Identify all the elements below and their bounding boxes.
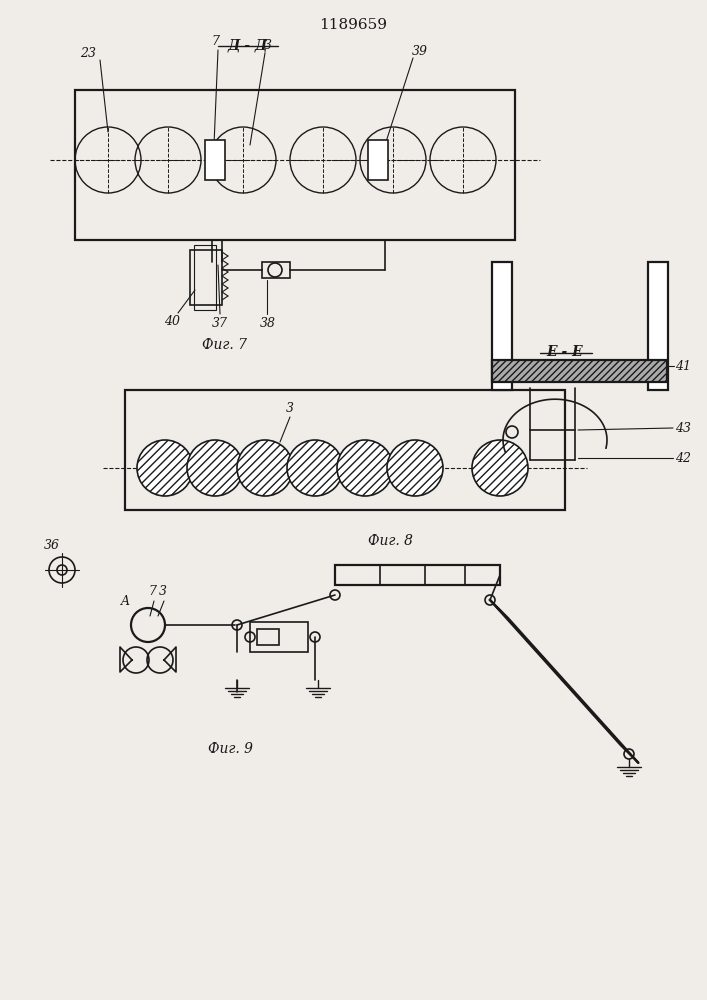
Circle shape — [472, 440, 528, 496]
Bar — [250, 622, 308, 652]
Bar — [262, 262, 290, 278]
Bar — [194, 245, 216, 310]
Text: Фиг. 9: Фиг. 9 — [207, 742, 252, 756]
Bar — [335, 565, 500, 585]
Text: 3: 3 — [264, 39, 272, 52]
Bar — [492, 360, 667, 382]
Bar — [75, 90, 515, 240]
Text: 36: 36 — [44, 539, 60, 552]
Circle shape — [137, 440, 193, 496]
Text: A: A — [120, 595, 129, 608]
Text: 3: 3 — [286, 402, 294, 415]
Text: 43: 43 — [675, 422, 691, 434]
Text: Д - Д: Д - Д — [228, 38, 268, 52]
Text: Е - Е: Е - Е — [547, 345, 583, 359]
Text: 42: 42 — [675, 452, 691, 464]
Bar — [492, 262, 512, 390]
Circle shape — [387, 440, 443, 496]
Text: 40: 40 — [164, 315, 180, 328]
Text: 41: 41 — [675, 360, 691, 372]
Text: 7: 7 — [148, 585, 156, 598]
Bar — [205, 140, 225, 180]
Text: 39: 39 — [412, 45, 428, 58]
Bar — [648, 262, 668, 390]
Bar — [368, 140, 388, 180]
Circle shape — [237, 440, 293, 496]
Text: 7: 7 — [211, 35, 219, 48]
Bar — [257, 629, 279, 645]
Circle shape — [187, 440, 243, 496]
Text: 37: 37 — [212, 317, 228, 330]
Bar — [125, 390, 565, 510]
Circle shape — [337, 440, 393, 496]
Bar — [190, 250, 222, 305]
Text: Фиг. 7: Фиг. 7 — [202, 338, 247, 352]
Text: 1189659: 1189659 — [319, 18, 387, 32]
Circle shape — [287, 440, 343, 496]
Text: 38: 38 — [260, 317, 276, 330]
Text: 3: 3 — [159, 585, 167, 598]
Text: Фиг. 8: Фиг. 8 — [368, 534, 412, 548]
Text: 23: 23 — [80, 47, 96, 60]
